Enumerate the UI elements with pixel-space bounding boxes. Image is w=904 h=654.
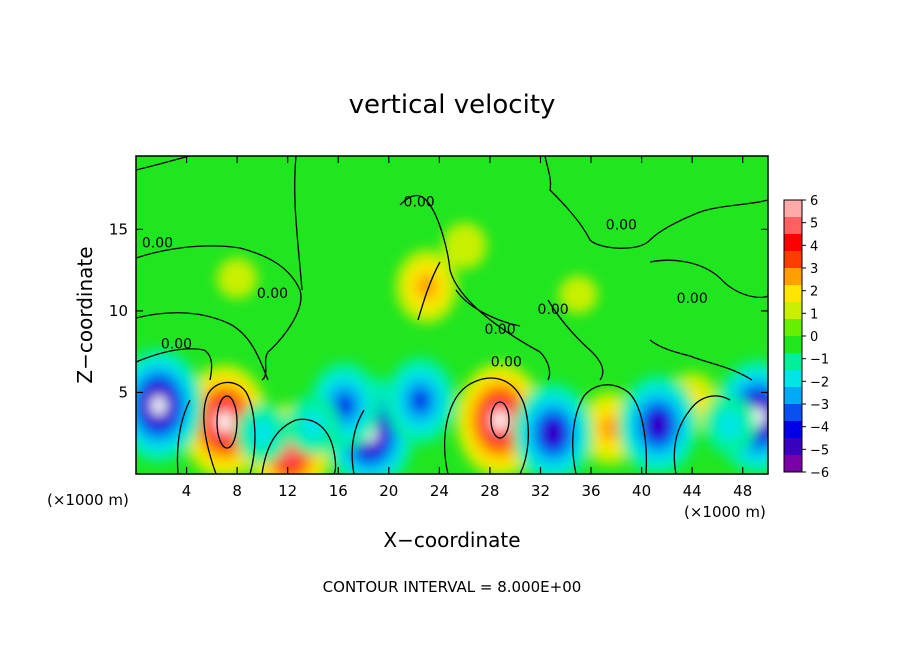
colorbar-tick-label-3: 3: [810, 262, 818, 277]
plot-area: 0.00 0.00 0.00 0.00 0.00 0.00 0.00 0.00 0.00: [136, 156, 768, 474]
field-blob-4-level-2: [599, 416, 621, 441]
colorbar-tick-label-5: 1: [810, 307, 818, 322]
y-tick-label-0: 5: [118, 383, 128, 401]
contour-label-4: 0.00: [484, 322, 515, 338]
colorbar-swatch-15: [784, 200, 802, 217]
field-blob-10-level-4: [545, 423, 562, 444]
colorbar-swatch-13: [784, 234, 802, 251]
colorbar: [783, 199, 803, 473]
field-blob-9-level-3: [411, 389, 430, 412]
x-tick-label-4: 20: [379, 482, 398, 500]
colorbar-swatch-2: [784, 421, 802, 438]
plot-frame: [135, 155, 769, 475]
x-tick-label-2: 12: [278, 482, 297, 500]
field-blob-2-level-2: [416, 274, 438, 299]
colorbar-swatch-14: [784, 217, 802, 234]
colorbar-swatch-11: [784, 268, 802, 285]
contour-label-6: 0.00: [538, 302, 569, 318]
colorbar-swatch-6: [784, 353, 802, 370]
contour-lines: [136, 156, 768, 474]
colorbar-tick-label-11: −5: [810, 443, 829, 458]
x-tick-label-8: 36: [581, 482, 600, 500]
x-tick-label-11: 48: [733, 482, 752, 500]
contour-label-8: 0.00: [677, 291, 708, 307]
field-blob-3-level-5: [492, 410, 508, 430]
colorbar-tick-label-4: 2: [810, 285, 818, 300]
colorbar-tick-label-12: −6: [810, 466, 829, 481]
field-blob-8-level-3: [335, 394, 354, 417]
field-blob-14-level-1: [249, 418, 276, 449]
colorbar-tick-label-9: −3: [810, 398, 829, 413]
x-tick-label-9: 40: [632, 482, 651, 500]
x-tick-label-0: 4: [182, 482, 192, 500]
contour-label-3: 0.00: [404, 195, 435, 211]
colorbar-tick-label-8: −2: [810, 375, 829, 390]
field-blob-0-level-5: [217, 412, 232, 432]
colorbar-tick-label-2: 4: [810, 239, 818, 254]
x-tick-label-3: 16: [329, 482, 348, 500]
colorbar-swatch-10: [784, 285, 802, 302]
colorbar-tick-label-10: −4: [810, 421, 829, 436]
colorbar-swatch-1: [784, 438, 802, 455]
y-axis-label: Z−coordinate: [73, 246, 97, 383]
field-blob-17-level-0: [216, 257, 258, 299]
x-tick-label-5: 24: [430, 482, 449, 500]
chart-title: vertical velocity: [349, 90, 556, 120]
colorbar-ticks: 6 5 4 3 2 1 0 −1 −2 −3 −4 −5 −6: [802, 194, 829, 481]
x-tick-label-10: 44: [683, 482, 702, 500]
y-tick-label-1: 10: [109, 302, 128, 320]
field-blob-18-level-0: [558, 275, 598, 314]
colorbar-swatch-7: [784, 336, 802, 353]
contour-label-1: 0.00: [257, 286, 288, 302]
field-blob-1-level-4: [282, 444, 299, 465]
colorbar-tick-label-1: 5: [810, 217, 818, 232]
x-unit-label-right: (×1000 m): [684, 503, 766, 521]
field-blob-6-level-5: [151, 395, 167, 416]
x-tick-label-1: 8: [232, 482, 242, 500]
contour-interval-note: CONTOUR INTERVAL = 8.000E+00: [323, 578, 582, 596]
colorbar-swatch-12: [784, 251, 802, 268]
y-axis-ticks: 5 10 15: [109, 220, 768, 401]
colorbar-tick-label-6: 0: [810, 330, 818, 345]
colorbar-swatch-3: [784, 404, 802, 421]
field-blob-15-level-1: [299, 410, 327, 441]
y-tick-label-2: 15: [109, 220, 128, 238]
contour-label-7: 0.00: [606, 217, 637, 233]
colorbar-swatch-0: [784, 455, 802, 472]
x-axis-label: X−coordinate: [383, 528, 520, 552]
colorbar-swatch-4: [784, 387, 802, 404]
contour-label-0: 0.00: [142, 235, 173, 251]
x-tick-label-7: 32: [531, 482, 550, 500]
contour-label-5: 0.00: [491, 354, 522, 370]
colorbar-tick-label-0: 6: [810, 194, 818, 209]
colorbar-swatch-5: [784, 370, 802, 387]
colorbar-swatch-9: [784, 302, 802, 319]
x-tick-label-6: 28: [480, 482, 499, 500]
field-blob-16-level-0: [442, 222, 487, 269]
colorbar-tick-label-7: −1: [810, 353, 829, 368]
contour-labels: 0.00 0.00 0.00 0.00 0.00 0.00 0.00 0.00 0.00: [142, 195, 708, 371]
contour-label-2: 0.00: [161, 336, 192, 352]
x-axis-ticks: 4 8 12 16 20 24 28 32 36 40 44 48: [182, 156, 752, 500]
field-blob-11-level-4: [650, 414, 666, 436]
field-blob-13-level-1: [716, 410, 744, 441]
colorbar-swatch-8: [784, 319, 802, 336]
x-unit-label-left: (×1000 m): [47, 491, 129, 509]
